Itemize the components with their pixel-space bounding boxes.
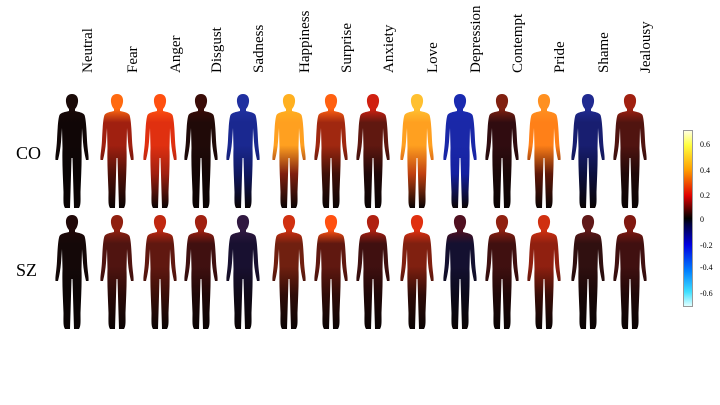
colorbar-tick: -0.4 <box>700 263 713 272</box>
body-map <box>100 94 134 208</box>
column-label: Shame <box>586 0 612 90</box>
column-label: Happiness <box>287 0 313 90</box>
colorbar <box>683 130 693 307</box>
body-map <box>443 215 477 329</box>
column-label: Depression <box>458 0 484 90</box>
column-label: Pride <box>542 0 568 90</box>
body-map <box>485 215 519 329</box>
column-label: Neutral <box>70 0 96 90</box>
column-label: Jealousy <box>628 0 654 90</box>
body-map <box>613 94 647 208</box>
colorbar-tick: 0.2 <box>700 191 710 200</box>
column-label: Surprise <box>329 0 355 90</box>
column-label: Fear <box>115 0 141 90</box>
column-label-text: Sadness <box>251 24 267 73</box>
column-label-text: Disgust <box>209 27 225 73</box>
body-map <box>485 94 519 208</box>
column-label: Disgust <box>199 0 225 90</box>
column-label-text: Shame <box>596 32 612 73</box>
body-map <box>55 215 89 329</box>
body-map <box>400 94 434 208</box>
colorbar-tick: 0.6 <box>700 140 710 149</box>
body-map <box>527 215 561 329</box>
body-map <box>356 215 390 329</box>
body-map <box>143 94 177 208</box>
column-label: Love <box>415 0 441 90</box>
column-label-text: Depression <box>468 5 484 74</box>
body-map <box>314 215 348 329</box>
body-map <box>613 215 647 329</box>
column-label-text: Happiness <box>297 10 313 74</box>
body-map <box>184 215 218 329</box>
body-map <box>226 94 260 208</box>
body-map <box>571 215 605 329</box>
column-label-text: Love <box>425 42 441 73</box>
column-label-text: Pride <box>552 41 568 73</box>
column-label: Contempt <box>500 0 526 90</box>
body-map <box>400 215 434 329</box>
body-map <box>527 94 561 208</box>
column-label: Sadness <box>241 0 267 90</box>
body-map <box>100 215 134 329</box>
body-map <box>314 94 348 208</box>
body-map <box>443 94 477 208</box>
column-label-text: Contempt <box>510 13 526 73</box>
column-label-text: Surprise <box>339 23 355 73</box>
column-label-text: Anxiety <box>381 24 397 73</box>
colorbar-tick: -0.2 <box>700 241 713 250</box>
column-label: Anxiety <box>371 0 397 90</box>
column-label-text: Anger <box>168 35 184 74</box>
body-map <box>55 94 89 208</box>
column-label-text: Fear <box>125 46 141 73</box>
body-map <box>143 215 177 329</box>
column-label-text: Neutral <box>80 28 96 73</box>
body-map <box>226 215 260 329</box>
row-label: CO <box>16 143 42 163</box>
row-label: SZ <box>16 260 38 280</box>
body-map <box>184 94 218 208</box>
column-label: Anger <box>158 0 184 90</box>
body-map <box>571 94 605 208</box>
colorbar-tick: 0 <box>700 215 704 224</box>
colorbar-tick: -0.6 <box>700 289 713 298</box>
body-map <box>356 94 390 208</box>
column-label-text: Jealousy <box>638 21 654 73</box>
body-map <box>272 215 306 329</box>
body-map <box>272 94 306 208</box>
colorbar-tick: 0.4 <box>700 166 710 175</box>
